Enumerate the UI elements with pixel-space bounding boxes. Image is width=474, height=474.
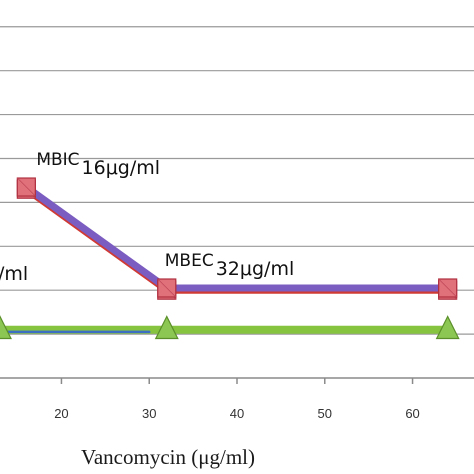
annotation-text: /ml	[0, 263, 28, 285]
x-tick-label: 20	[54, 406, 68, 421]
square-marker-detail	[157, 278, 177, 298]
x-tick-labels: 20 30 40 50 60	[54, 378, 420, 421]
square-marker-detail	[438, 278, 457, 298]
series-markers	[0, 177, 460, 340]
annotation-value: 32μg/ml	[216, 258, 295, 280]
annotation-label: MBIC	[36, 150, 79, 170]
x-tick-label: 60	[405, 406, 419, 421]
x-tick-label: 30	[142, 406, 156, 421]
annotation-value: /ml	[0, 263, 28, 285]
x-tick-label: 50	[318, 406, 332, 421]
x-tick-label: 40	[230, 406, 244, 421]
annotation-text: MBEC 32μg/ml	[165, 251, 294, 280]
annotation-label: MBEC	[165, 251, 214, 271]
annotation-text: MBIC 16μg/ml	[36, 150, 160, 179]
x-axis-label: Vancomycin (μg/ml)	[81, 445, 255, 469]
triangle-marker	[0, 315, 12, 340]
annotation-value: 16μg/ml	[82, 157, 161, 179]
square-marker-detail	[17, 177, 36, 197]
triangle-marker	[154, 315, 179, 340]
annotations: MBIC 16μg/ml MBEC 32μg/ml/ml	[0, 150, 294, 285]
triangle-marker	[435, 315, 460, 340]
gridlines	[0, 26, 474, 335]
